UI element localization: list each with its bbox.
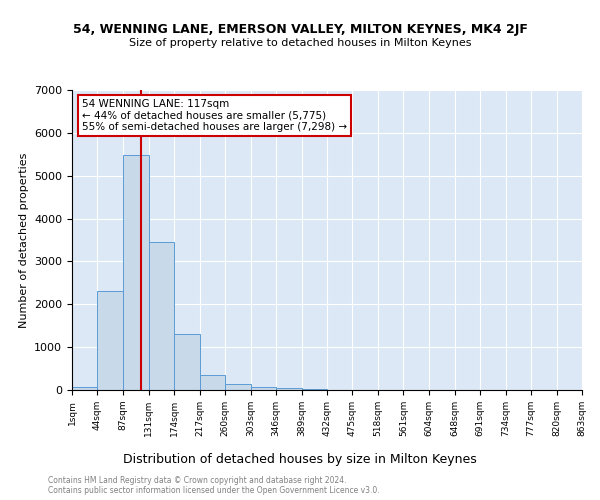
Bar — [225, 384, 251, 390]
Y-axis label: Number of detached properties: Number of detached properties — [19, 152, 29, 328]
Bar — [97, 292, 123, 390]
Text: Size of property relative to detached houses in Milton Keynes: Size of property relative to detached ho… — [129, 38, 471, 48]
Bar — [200, 375, 225, 390]
Bar — [175, 334, 200, 390]
Text: Contains HM Land Registry data © Crown copyright and database right 2024.
Contai: Contains HM Land Registry data © Crown c… — [48, 476, 380, 495]
Bar — [72, 388, 97, 390]
Text: 54, WENNING LANE, EMERSON VALLEY, MILTON KEYNES, MK4 2JF: 54, WENNING LANE, EMERSON VALLEY, MILTON… — [73, 22, 527, 36]
Bar — [302, 388, 327, 390]
Bar — [149, 242, 175, 390]
Text: 54 WENNING LANE: 117sqm
← 44% of detached houses are smaller (5,775)
55% of semi: 54 WENNING LANE: 117sqm ← 44% of detache… — [82, 99, 347, 132]
Bar — [276, 388, 302, 390]
Bar — [123, 156, 149, 390]
Text: Distribution of detached houses by size in Milton Keynes: Distribution of detached houses by size … — [123, 452, 477, 466]
Bar — [251, 388, 276, 390]
